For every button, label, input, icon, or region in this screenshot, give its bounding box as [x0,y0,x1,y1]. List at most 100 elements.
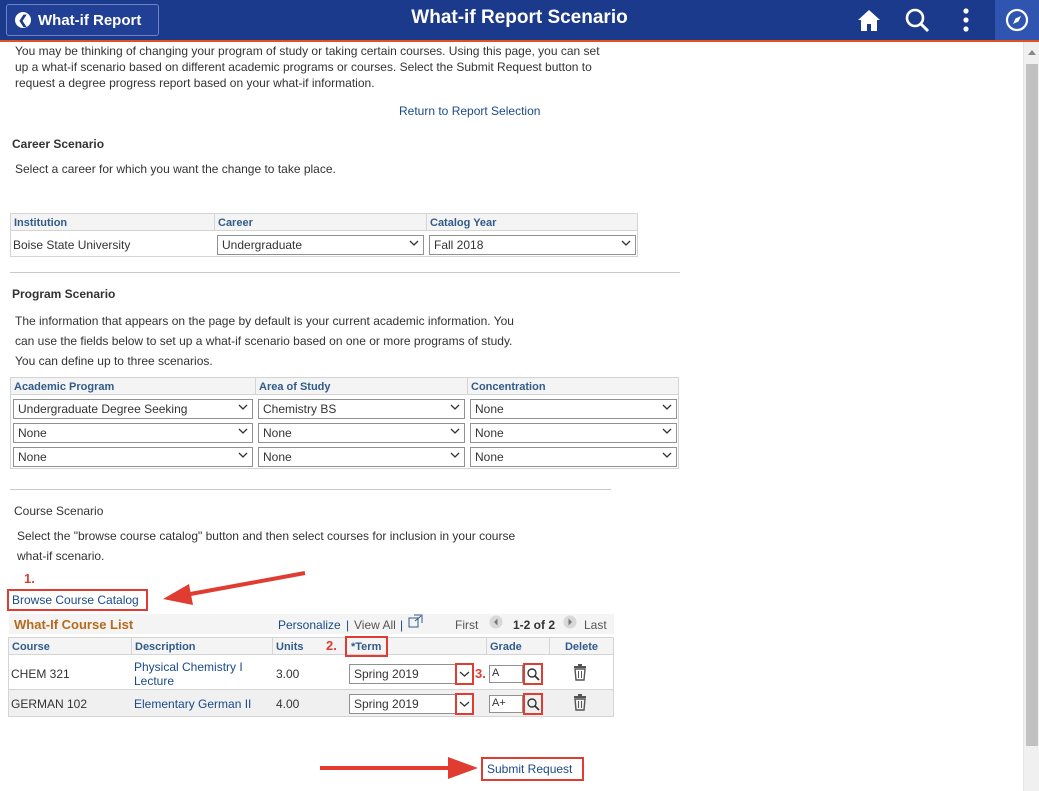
grade-input[interactable]: A+ [489,695,523,713]
col-concentration: Concentration [467,377,679,395]
select-value: Undergraduate Degree Seeking [18,402,188,416]
col-area-of-study: Area of Study [255,377,467,395]
col-term-label: *Term [351,641,382,653]
back-button[interactable]: ❮ What-if Report [6,4,159,36]
grade-input-value: A+ [492,697,506,709]
separator: | [346,618,350,632]
course-text-line1: Select the "browse course catalog" butto… [17,529,516,543]
chevron-down-icon [662,452,672,458]
chevron-left-icon: ❮ [15,12,31,28]
trash-icon[interactable] [572,664,588,681]
navbar-button[interactable] [995,0,1039,40]
personalize-link[interactable]: Personalize [278,618,341,632]
career-instruction: Select a career for which you want the c… [15,162,336,176]
area-of-study-select-2[interactable]: None [258,423,465,443]
annotation-number-3: 3. [475,666,486,681]
annotation-highlight-term [345,636,388,657]
col-grade: Grade [486,637,549,655]
course-code: GERMAN 102 [11,697,88,711]
concentration-select-2[interactable]: None [470,423,677,443]
career-scenario-heading: Career Scenario [12,137,105,151]
separator: | [400,618,404,632]
annotation-number-2: 2. [326,638,337,653]
select-value: None [263,450,292,464]
academic-program-select-2[interactable]: None [13,423,253,443]
program-text-line1: The information that appears on the page… [15,314,514,328]
chevron-down-icon [238,404,248,410]
chevron-down-icon [409,240,419,246]
grade-lookup-button[interactable] [523,693,543,715]
view-all-link[interactable]: View All [354,618,396,632]
area-of-study-select-3[interactable]: None [258,447,465,467]
annotation-number-1: 1. [24,571,35,586]
course-description-link[interactable]: Physical Chemistry I [134,660,243,674]
program-scenario-heading: Program Scenario [12,287,116,301]
home-icon[interactable] [855,6,883,34]
course-code: CHEM 321 [11,667,70,681]
course-list-title: What-If Course List [14,617,134,632]
chevron-down-icon [459,701,470,707]
chevron-down-icon [238,452,248,458]
kebab-menu-icon[interactable] [952,6,980,34]
submit-request-button[interactable]: Submit Request [487,762,573,776]
program-text-line3: You can define up to three scenarios. [15,354,213,368]
last-label[interactable]: Last [584,618,607,632]
previous-arrow-icon[interactable] [489,615,503,629]
grade-input[interactable]: A [489,665,523,683]
search-icon[interactable] [903,6,931,34]
chevron-down-icon [459,671,470,677]
back-button-label: What-if Report [38,11,142,29]
col-description: Description [131,637,272,655]
term-dropdown-button[interactable] [455,663,474,685]
return-to-report-selection-link[interactable]: Return to Report Selection [399,104,541,118]
select-value: None [475,402,504,416]
col-academic-program: Academic Program [10,377,255,395]
browse-course-catalog-button[interactable]: Browse Course Catalog [12,593,139,607]
units-value: 4.00 [276,697,300,711]
institution-value: Boise State University [13,238,131,252]
col-career: Career [214,213,426,231]
concentration-select-3[interactable]: None [470,447,677,467]
select-value: None [263,426,292,440]
course-list-title-bar [9,614,614,634]
annotation-highlight-browse [7,589,148,611]
course-scenario-heading: Course Scenario [14,504,104,518]
next-arrow-icon[interactable] [563,615,577,629]
term-select-value: Spring 2019 [354,697,419,711]
course-description-link-line2[interactable]: Lecture [134,674,175,688]
select-value: None [475,426,504,440]
concentration-select-1[interactable]: None [470,399,677,419]
term-select-value: Spring 2019 [354,667,419,681]
scrollbar-thumb[interactable] [1026,64,1038,746]
career-select[interactable]: Undergraduate [217,235,424,255]
col-term: *Term [345,637,486,655]
term-select[interactable]: Spring 2019 [349,664,473,684]
academic-program-select-1[interactable]: Undergraduate Degree Seeking [13,399,253,419]
first-label[interactable]: First [455,618,479,632]
course-description-link[interactable]: Elementary German II [134,697,252,711]
term-select[interactable]: Spring 2019 [349,694,473,714]
select-value: None [475,450,504,464]
units-value: 3.00 [276,667,300,681]
vertical-scrollbar[interactable] [1023,42,1039,791]
program-text-line2: can use the fields below to set up a wha… [15,334,513,348]
trash-icon[interactable] [572,694,588,711]
academic-program-select-3[interactable]: None [13,447,253,467]
divider [10,272,680,273]
grade-lookup-button[interactable] [523,663,543,685]
col-delete: Delete [549,637,614,655]
intro-text: You may be thinking of changing your pro… [15,44,600,90]
header-bar: ❮ What-if Report What-if Report Scenario [0,0,1039,42]
term-dropdown-button[interactable] [455,693,474,715]
area-of-study-select-1[interactable]: Chemistry BS [258,399,465,419]
chevron-down-icon [238,428,248,434]
chevron-down-icon [450,404,460,410]
annotation-highlight-submit [481,757,584,781]
catalog-year-select[interactable]: Fall 2018 [429,235,636,255]
career-select-value: Undergraduate [222,238,303,252]
zoom-grid-icon[interactable] [408,614,424,628]
chevron-down-icon [662,428,672,434]
chevron-down-icon [450,428,460,434]
scroll-up-arrow-icon[interactable] [1028,50,1036,55]
catalog-year-select-value: Fall 2018 [434,238,484,252]
